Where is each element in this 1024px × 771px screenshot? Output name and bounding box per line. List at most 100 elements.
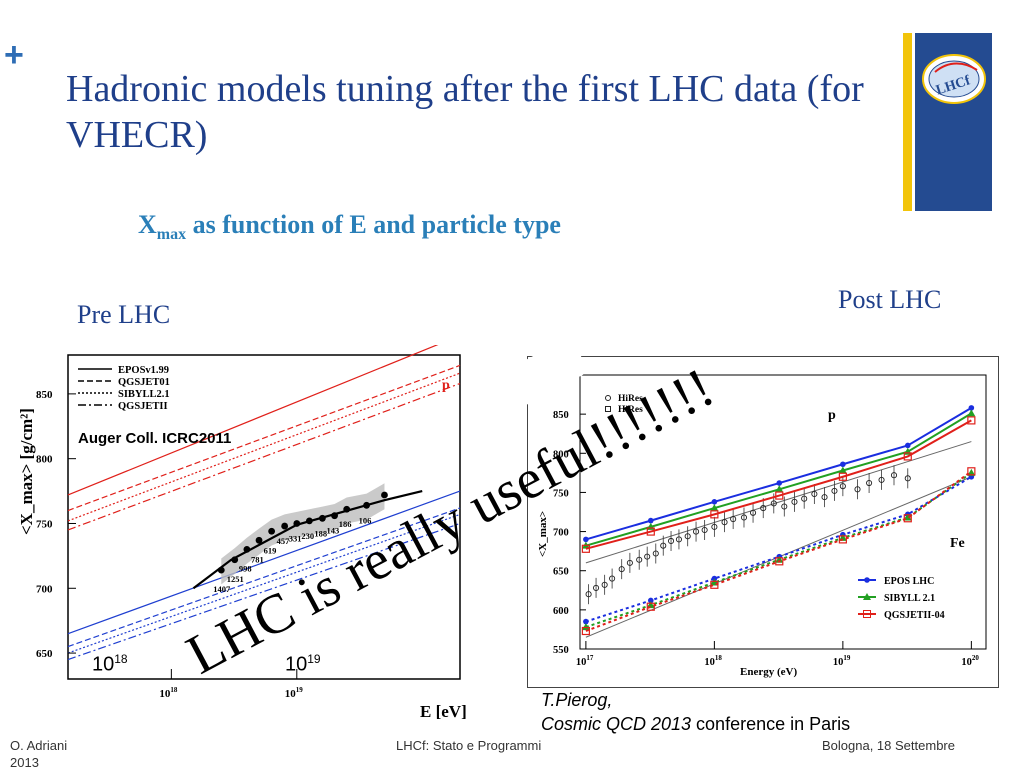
- right-series-marker: [710, 510, 719, 519]
- left-data-point: [343, 505, 351, 513]
- left-model-line: [67, 372, 461, 522]
- right-series-marker: [775, 555, 784, 563]
- left-event-count: 143: [327, 526, 340, 536]
- right-series-marker: [646, 602, 655, 611]
- right-series-marker: [967, 468, 976, 476]
- left-model-line: [67, 364, 461, 512]
- credit-conference: Cosmic QCD 2013 conference in Paris: [541, 714, 851, 734]
- left-event-count: 998: [239, 563, 252, 573]
- right-measurement-point: [692, 528, 700, 535]
- right-series-marker: [710, 580, 719, 589]
- right-series-marker: [967, 409, 976, 417]
- left-data-point: [363, 501, 370, 509]
- left-event-count: 106: [359, 515, 372, 525]
- right-series-marker: [840, 461, 846, 468]
- right-series-marker: [646, 527, 655, 536]
- right-measurement-point: [618, 566, 625, 573]
- left-event-count: 619: [264, 545, 277, 555]
- right-band-line: [585, 441, 972, 564]
- right-series-marker: [581, 626, 590, 636]
- right-series-marker: [967, 467, 976, 476]
- right-series-line: [585, 470, 972, 632]
- right-series-marker: [647, 517, 654, 524]
- right-series-marker: [904, 442, 911, 449]
- subtitle-x-subscript: max: [156, 226, 187, 244]
- right-fe-label: Fe: [950, 536, 965, 551]
- right-ytick-label: 650: [553, 567, 569, 578]
- right-xtick-base: 10: [704, 657, 715, 668]
- slide-subtitle: Xmax as function of E and particle type: [138, 210, 561, 244]
- right-data-legend-marker: [605, 406, 611, 412]
- footer-place-date: Bologna, 18 Settembre: [822, 738, 955, 753]
- right-measurement-point: [811, 490, 818, 498]
- right-measurement-point: [730, 515, 737, 523]
- right-measurement-point: [750, 509, 757, 516]
- right-series-marker: [903, 513, 912, 521]
- right-xtick-label: 1017: [576, 654, 594, 668]
- left-data-point: [381, 491, 388, 499]
- left-plot-frame: [67, 354, 461, 680]
- left-legend-label: SIBYLL2.1: [118, 389, 170, 400]
- left-xtick-label: 1019: [285, 686, 304, 700]
- right-ytick-label: 850: [553, 410, 569, 421]
- right-series-marker: [968, 405, 975, 411]
- left-ytick-label: 650: [36, 648, 53, 660]
- right-data-legend-label: HiRes: [618, 405, 643, 415]
- right-xtick-label: 1018: [704, 654, 722, 668]
- right-measurement-point: [721, 519, 728, 526]
- left-ytick-label: 850: [36, 389, 53, 401]
- left-xtick-exp: 18: [170, 686, 178, 694]
- right-series-marker: [776, 480, 783, 486]
- right-xtick-exp: 17: [586, 654, 594, 662]
- credit-block: T.Pierog, Cosmic QCD 2013 conference in …: [541, 688, 850, 736]
- left-event-count: 186: [339, 519, 352, 529]
- accent-bar-yellow: [903, 33, 912, 211]
- right-series-marker: [647, 597, 654, 604]
- left-data-point: [255, 536, 263, 544]
- subtitle-rest: as function of E and particle type: [186, 210, 561, 239]
- left-ytick-label: 800: [36, 454, 53, 466]
- left-data-point: [305, 517, 313, 525]
- left-event-count: 457: [277, 536, 291, 546]
- right-series-marker: [583, 536, 589, 543]
- right-measurement-point: [701, 526, 708, 534]
- right-measurement-point: [644, 553, 651, 560]
- right-series-marker: [967, 416, 976, 425]
- plus-bullet: +: [4, 36, 24, 74]
- left-ytick-label: 750: [36, 518, 53, 530]
- right-measurement-point: [878, 476, 885, 483]
- right-xtick-label: 1019: [833, 654, 851, 668]
- right-series-marker: [581, 623, 590, 631]
- left-data-point: [231, 556, 239, 564]
- pre-lhc-chart-panel: 1407 1251 998 781 619 457 331 230 188 143 186 106 65…: [12, 335, 498, 725]
- left-y-axis-label: <X_max> [g/cm²]: [17, 408, 36, 535]
- right-xtick-base: 10: [961, 657, 972, 668]
- right-series-line: [585, 419, 972, 550]
- right-xtick-label: 1020: [961, 654, 979, 668]
- left-event-count: 188: [314, 528, 327, 538]
- left-xtick-1e18-overlay: 1018: [92, 652, 128, 676]
- left-event-count: 1251: [227, 574, 244, 584]
- right-series-marker: [838, 466, 847, 474]
- right-series-marker: [903, 514, 912, 523]
- right-measurement-point: [667, 537, 675, 545]
- left-data-point: [293, 520, 301, 527]
- right-measurement-point: [675, 536, 682, 543]
- footer-author: O. Adriani 2013: [10, 738, 68, 770]
- right-measurement-point: [711, 523, 718, 530]
- left-xtick-base: 10: [159, 688, 171, 700]
- right-ytick-label: 600: [553, 606, 569, 617]
- slide-title: Hadronic models tuning after the first L…: [66, 68, 864, 156]
- right-measurement-point: [626, 559, 633, 566]
- right-measurement-point: [781, 503, 788, 510]
- left-xtick-base: 10: [285, 688, 297, 700]
- right-data-legend-marker: [605, 395, 611, 401]
- post-lhc-chart-panel: 550 600 650 700 750 800 850 900 1017 1018 1019 1020…: [527, 356, 999, 688]
- left-event-count: 781: [251, 554, 264, 564]
- subtitle-x: X: [138, 210, 157, 239]
- right-legend-marker: [864, 577, 870, 583]
- right-measurement-point: [593, 584, 600, 591]
- right-xtick-exp: 20: [972, 654, 980, 662]
- right-series-marker: [711, 499, 718, 505]
